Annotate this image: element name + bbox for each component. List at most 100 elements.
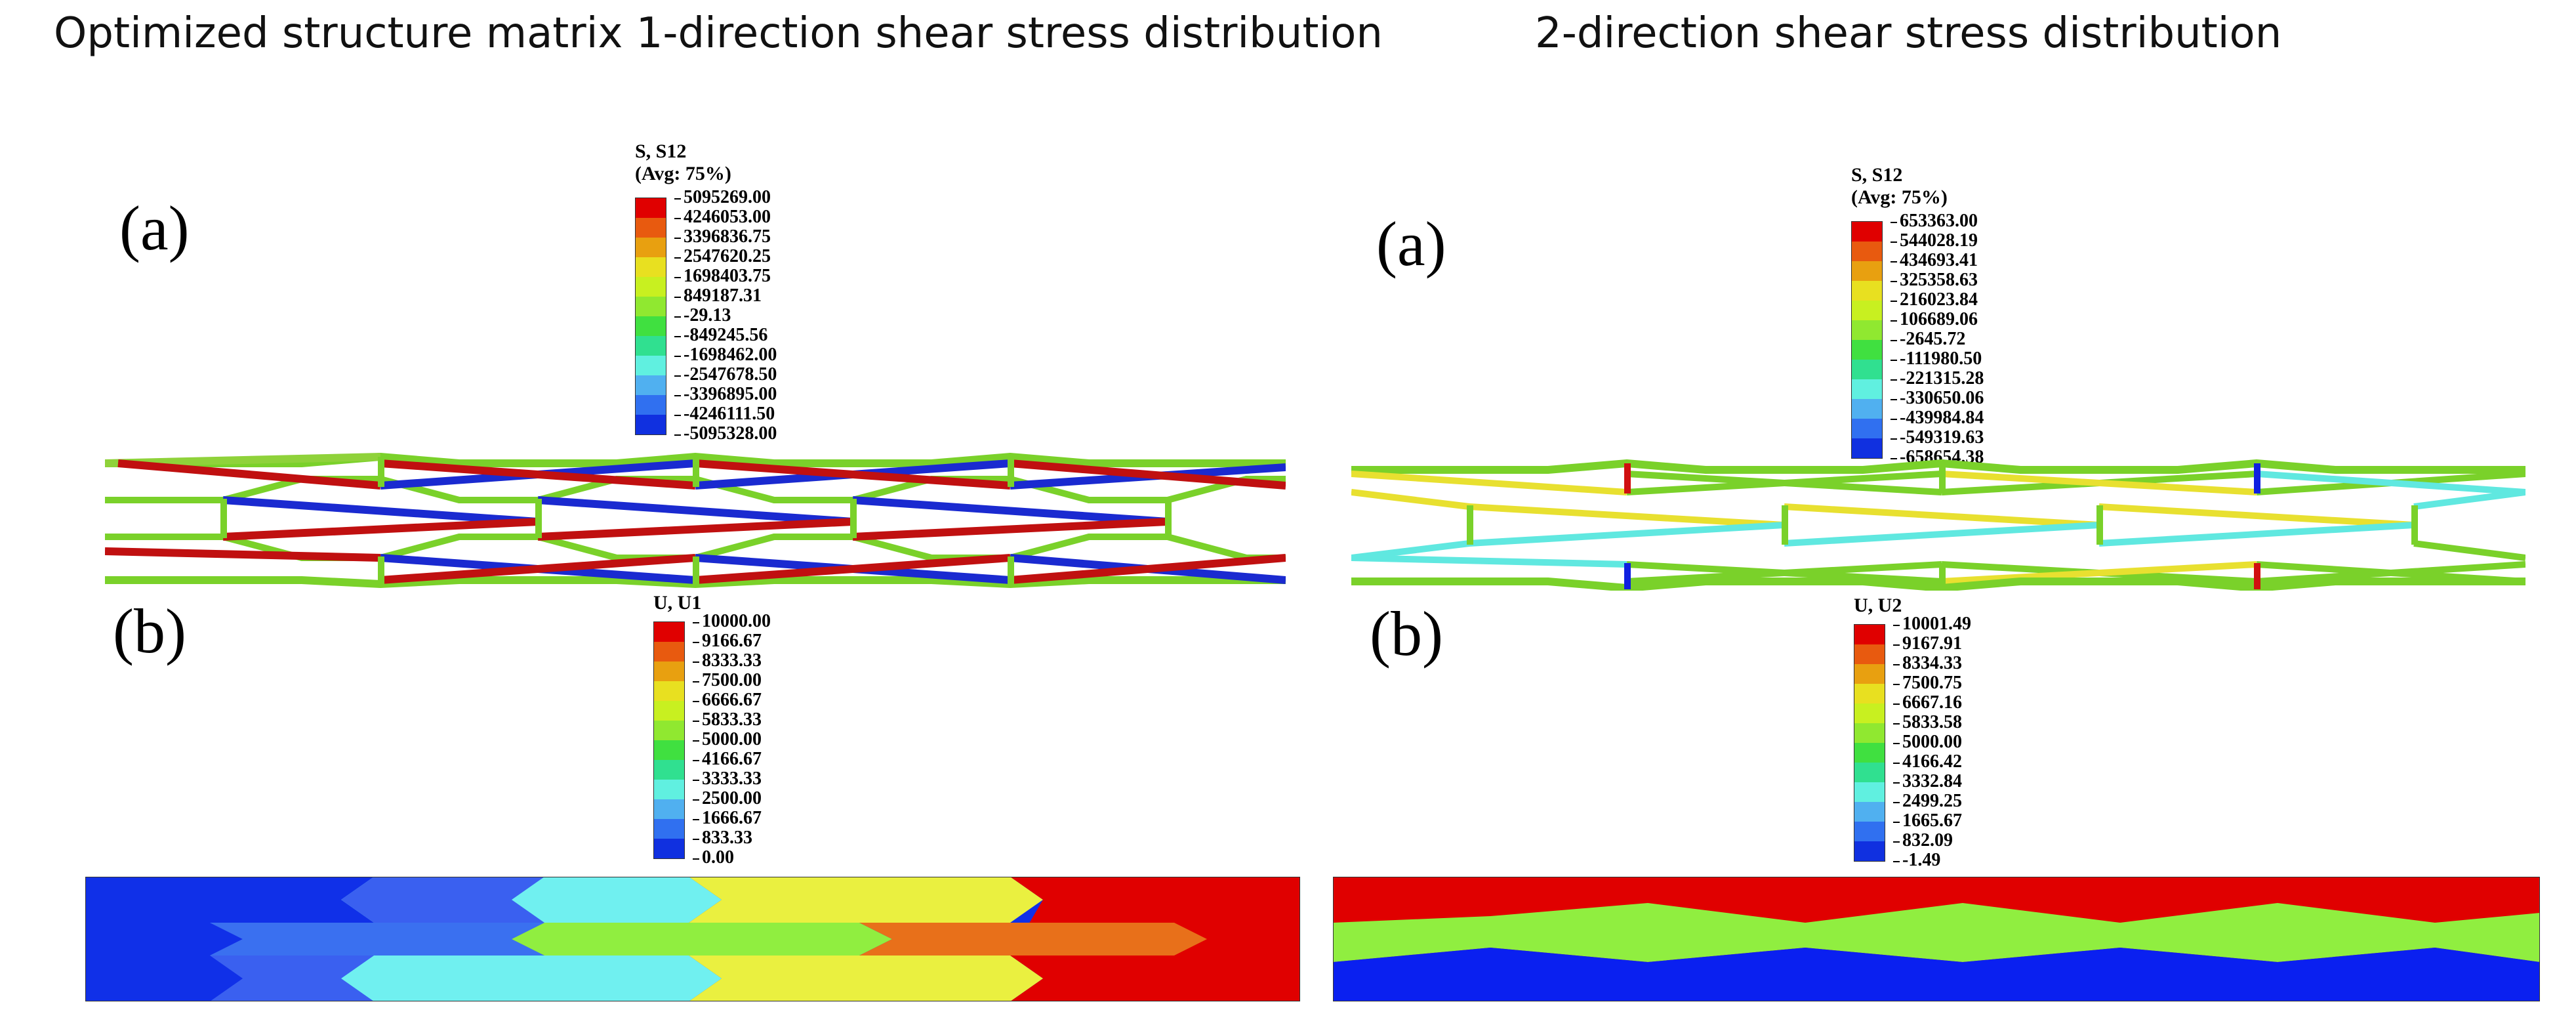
legend-swatch [1854,723,1885,743]
legend-value: 7500.00 [693,671,771,690]
legend-value: -111980.50 [1891,349,1984,369]
legend-swatch [1852,222,1882,242]
title-right: 2-direction shear stress distribution [1535,9,2282,58]
honeycomb-mesh-s12-right [1351,459,2525,591]
legend-value: 10000.00 [693,612,771,631]
legend-swatch [1852,438,1882,458]
legend-swatch [1852,301,1882,320]
legend-value: -29.13 [674,306,777,326]
legend-value: 5000.00 [1893,732,1971,752]
legend-value: 2500.00 [693,789,771,808]
legend-swatch [636,218,666,238]
legend-s12-right: S, S12 (Avg: 75%) 653363.00 544028.19 4346… [1851,164,1984,467]
legend-colorbar [653,621,685,859]
legend-value: 9167.91 [1893,634,1971,654]
legend-value: -849245.56 [674,326,777,345]
legend-title: S, S12 [635,140,687,162]
legend-title: S, S12 [1851,164,1903,186]
legend-value: 4246053.00 [674,207,777,227]
legend-value: 10001.49 [1893,614,1971,634]
legend-swatch [1852,340,1882,360]
legend-value: -549319.63 [1891,428,1984,448]
legend-value: 3396836.75 [674,227,777,247]
panel-label-right-a: (a) [1376,209,1446,279]
legend-swatch [1852,320,1882,340]
legend-swatch [1854,763,1885,782]
legend-swatch [654,662,684,681]
legend-value: 2547620.25 [674,247,777,266]
legend-swatch [636,257,666,277]
legend-swatch [636,356,666,375]
legend-value: 544028.19 [1891,231,1984,251]
legend-value: -1698462.00 [674,345,777,365]
legend-swatch [636,336,666,356]
legend-value: -2547678.50 [674,365,777,385]
legend-swatch [654,642,684,662]
legend-value: 833.33 [693,828,771,848]
legend-value: 3333.33 [693,769,771,789]
legend-value: 5095269.00 [674,188,777,207]
legend-swatch [654,780,684,799]
legend-value: 0.00 [693,848,771,868]
legend-swatch [1854,822,1885,841]
legend-value: 5833.58 [1893,713,1971,732]
legend-value: 106689.06 [1891,310,1984,329]
legend-swatch [636,198,666,218]
legend-value: -330650.06 [1891,388,1984,408]
legend-u1: U, U1 10000.00 9166.67 8333.33 7500.00 6666.… [653,592,771,868]
legend-value: -2645.72 [1891,329,1984,349]
legend-value: -1.49 [1893,850,1971,870]
legend-colorbar [635,198,666,435]
legend-colorbar [1854,624,1885,862]
legend-swatch [1854,664,1885,684]
displacement-field-u1 [85,877,1300,1001]
legend-swatch [1854,841,1885,861]
legend-swatch [654,721,684,740]
legend-value: -4246111.50 [674,404,777,424]
legend-value: 216023.84 [1891,290,1984,310]
legend-swatch [636,375,666,395]
legend-value: 1698403.75 [674,266,777,286]
legend-swatch [636,277,666,297]
legend-value: 434693.41 [1891,251,1984,270]
title-left: Optimized structure matrix 1-direction s… [54,9,1383,58]
legend-swatch [1852,379,1882,399]
legend-value: 7500.75 [1893,673,1971,693]
legend-colorbar [1851,221,1883,459]
legend-u2: U, U2 10001.49 9167.91 8334.33 7500.75 6667.… [1854,595,1971,870]
legend-swatch [636,297,666,316]
legend-value: -5095328.00 [674,424,777,444]
legend-value: -439984.84 [1891,408,1984,428]
legend-swatch [654,701,684,721]
legend-title: U, U1 [653,592,702,614]
legend-value: 653363.00 [1891,211,1984,231]
legend-value: 9166.67 [693,631,771,651]
legend-value: 5000.00 [693,730,771,749]
panel-label-right-b: (b) [1370,598,1443,669]
legend-swatch [654,799,684,819]
legend-swatch [1852,281,1882,301]
legend-values: 653363.00 544028.19 434693.41 325358.63 2160… [1891,211,1984,467]
displacement-field-u2 [1333,877,2540,1001]
legend-swatch [1854,644,1885,664]
legend-swatch [1852,419,1882,438]
legend-subtitle: (Avg: 75%) [1851,186,1948,208]
legend-swatch [1852,242,1882,261]
legend-swatch [654,839,684,858]
legend-swatch [654,760,684,780]
legend-value: -221315.28 [1891,369,1984,388]
legend-values: 5095269.00 4246053.00 3396836.75 2547620.25… [674,188,777,444]
panel-label-left-a: (a) [119,193,190,263]
legend-swatch [654,622,684,642]
legend-value: 6667.16 [1893,693,1971,713]
legend-title: U, U2 [1854,595,1902,616]
legend-swatch [1854,625,1885,644]
legend-subtitle: (Avg: 75%) [635,163,731,184]
legend-value: 849187.31 [674,286,777,306]
legend-value: -3396895.00 [674,385,777,404]
legend-value: 8333.33 [693,651,771,671]
legend-swatch [1854,704,1885,723]
honeycomb-mesh-s12-left [105,453,1286,589]
legend-value: 5833.33 [693,710,771,730]
